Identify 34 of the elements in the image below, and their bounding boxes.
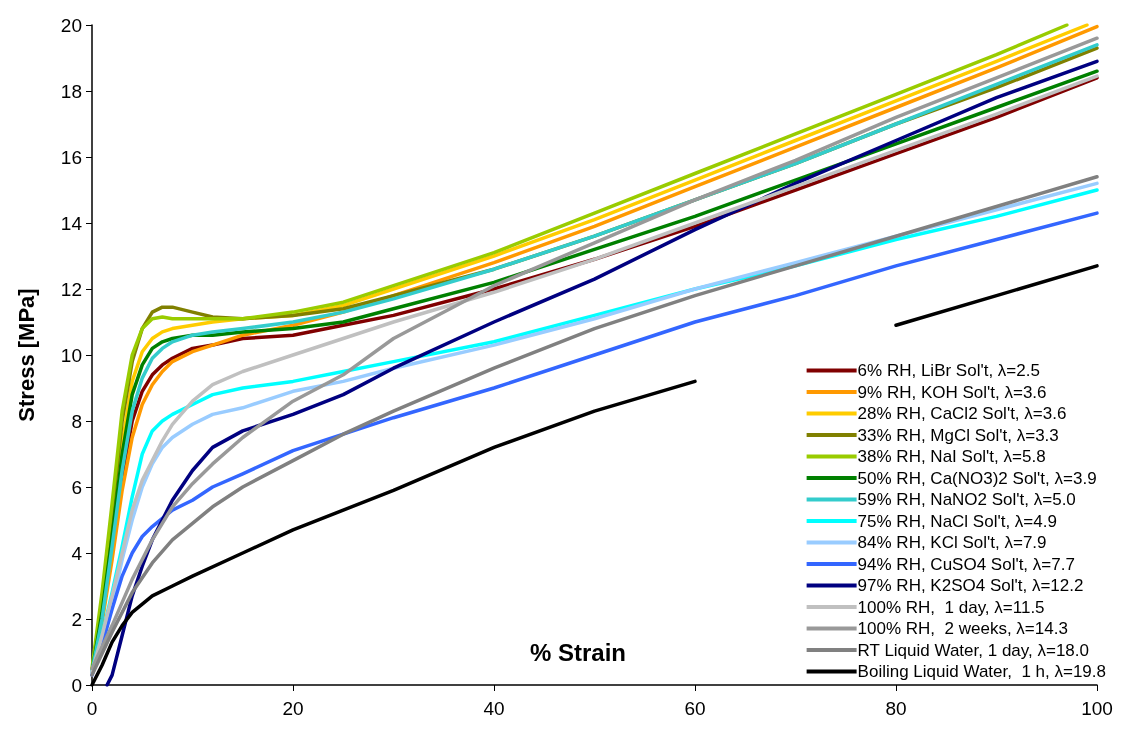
y-tick-label: 2 bbox=[71, 608, 82, 630]
y-tick-label: 10 bbox=[60, 344, 82, 366]
x-tick-label: 100 bbox=[1081, 698, 1113, 719]
y-axis-title: Stress [MPa] bbox=[13, 288, 39, 422]
y-tick-label: 6 bbox=[71, 476, 82, 498]
legend-label: Boiling Liquid Water, 1 h, λ=19.8 bbox=[857, 662, 1107, 681]
legend-label: RT Liquid Water, 1 day, λ=18.0 bbox=[857, 640, 1089, 660]
legend-label: 33% RH, MgCl Sol't, λ=3.3 bbox=[857, 425, 1059, 445]
legend-label: 100% RH, 1 day, λ=11.5 bbox=[857, 597, 1045, 617]
legend-label: 94% RH, CuSO4 Sol't, λ=7.7 bbox=[857, 554, 1075, 574]
x-axis-title: % Strain bbox=[530, 638, 627, 666]
legend-label: 84% RH, KCl Sol't, λ=7.9 bbox=[857, 533, 1047, 552]
legend-label: 75% RH, NaCl Sol't, λ=4.9 bbox=[857, 511, 1057, 531]
y-tick-label: 8 bbox=[71, 410, 82, 432]
y-tick-label: 14 bbox=[60, 212, 83, 234]
legend-label: 100% RH, 2 weeks, λ=14.3 bbox=[857, 619, 1068, 638]
y-tick-label: 18 bbox=[60, 80, 82, 102]
x-tick-label: 60 bbox=[684, 698, 706, 719]
legend-label: 9% RH, KOH Sol't, λ=3.6 bbox=[857, 382, 1047, 402]
legend-label: 97% RH, K2SO4 Sol't, λ=12.2 bbox=[857, 576, 1084, 595]
x-tick-label: 20 bbox=[282, 698, 304, 719]
legend-label: 50% RH, Ca(NO3)2 Sol't, λ=3.9 bbox=[857, 468, 1097, 488]
y-tick-label: 16 bbox=[60, 146, 82, 168]
legend-label: 6% RH, LiBr Sol't, λ=2.5 bbox=[857, 361, 1040, 380]
y-tick-label: 0 bbox=[71, 674, 82, 696]
x-tick-label: 80 bbox=[885, 698, 907, 719]
legend-label: 38% RH, NaI Sol't, λ=5.8 bbox=[857, 447, 1046, 466]
y-tick-label: 12 bbox=[60, 278, 82, 300]
x-tick-label: 0 bbox=[86, 698, 98, 719]
legend-label: 59% RH, NaNO2 Sol't, λ=5.0 bbox=[857, 490, 1076, 509]
y-tick-label: 20 bbox=[60, 14, 82, 36]
y-tick-label: 4 bbox=[71, 542, 83, 564]
legend-label: 28% RH, CaCl2 Sol't, λ=3.6 bbox=[857, 404, 1067, 423]
x-tick-label: 40 bbox=[483, 698, 505, 719]
